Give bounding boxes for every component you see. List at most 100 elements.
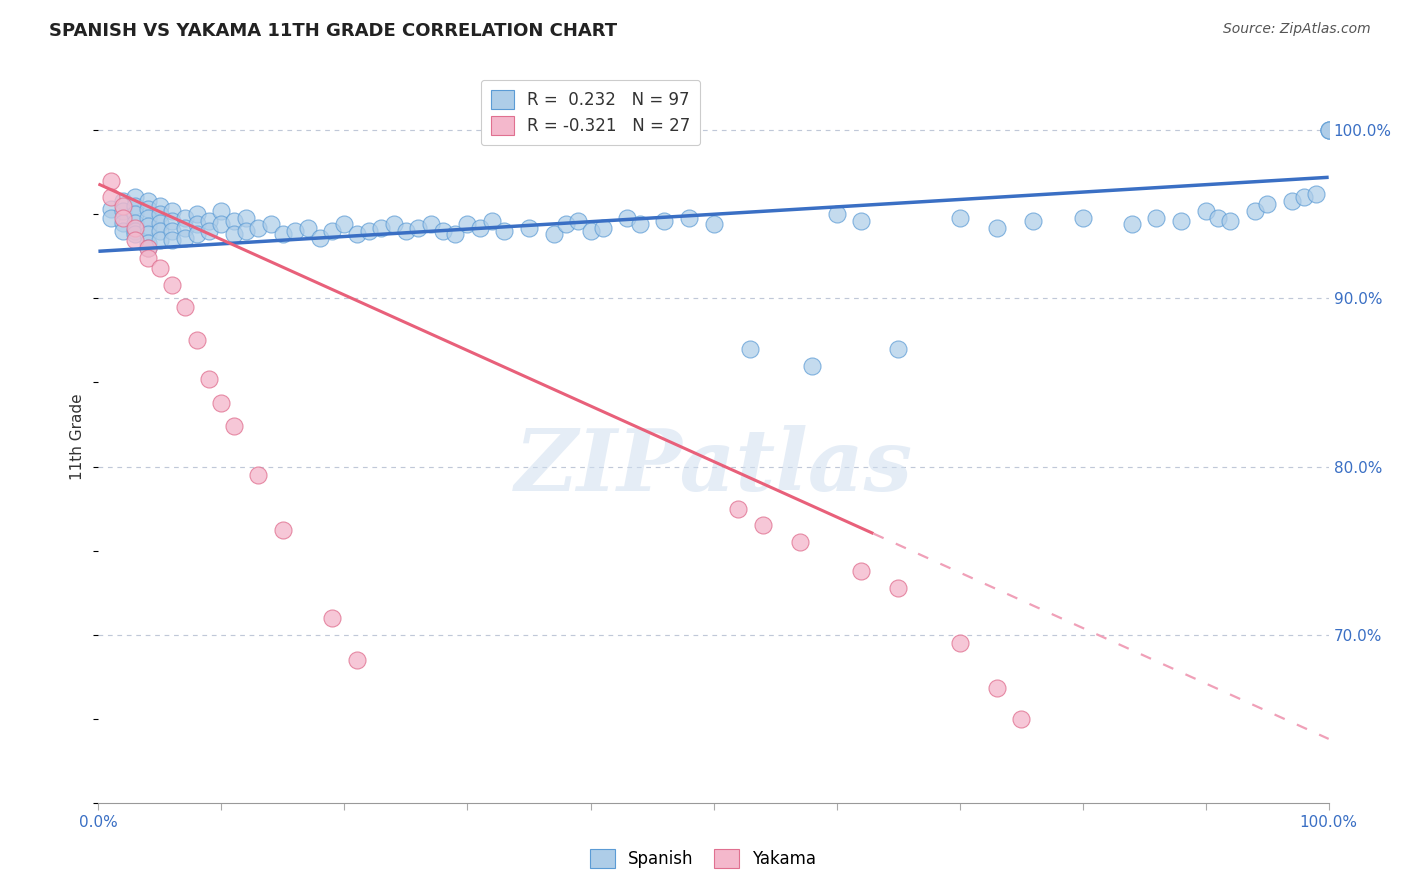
Legend: Spanish, Yakama: Spanish, Yakama xyxy=(583,842,823,875)
Point xyxy=(173,231,195,245)
Point xyxy=(382,218,405,232)
Point xyxy=(124,233,146,247)
Point xyxy=(100,211,122,225)
Point xyxy=(124,227,146,242)
Point xyxy=(408,220,430,235)
Point xyxy=(949,211,972,225)
Point xyxy=(1121,218,1143,232)
Point xyxy=(543,227,565,242)
Point xyxy=(1256,197,1278,211)
Point xyxy=(247,220,270,235)
Point xyxy=(162,203,183,218)
Point xyxy=(579,224,602,238)
Point xyxy=(136,202,159,217)
Point xyxy=(136,251,159,265)
Point xyxy=(235,211,257,225)
Point xyxy=(346,653,368,667)
Point xyxy=(592,220,614,235)
Point xyxy=(211,395,233,409)
Point xyxy=(271,227,294,242)
Point xyxy=(124,190,146,204)
Point xyxy=(752,518,775,533)
Point xyxy=(628,218,651,232)
Point xyxy=(849,564,872,578)
Text: Source: ZipAtlas.com: Source: ZipAtlas.com xyxy=(1223,22,1371,37)
Point xyxy=(616,211,638,225)
Point xyxy=(149,216,172,230)
Point xyxy=(260,218,283,232)
Point xyxy=(112,199,135,213)
Point xyxy=(198,224,221,238)
Point xyxy=(1022,214,1045,228)
Point xyxy=(678,211,700,225)
Point xyxy=(186,218,208,232)
Point xyxy=(986,681,1008,696)
Point xyxy=(186,227,208,242)
Point xyxy=(211,218,233,232)
Point xyxy=(986,220,1008,235)
Point xyxy=(1305,187,1327,202)
Point xyxy=(222,227,245,242)
Point xyxy=(136,227,159,242)
Point xyxy=(321,224,343,238)
Point xyxy=(247,467,270,482)
Text: ZIPatlas: ZIPatlas xyxy=(515,425,912,508)
Point xyxy=(222,419,245,434)
Point xyxy=(112,203,135,218)
Point xyxy=(162,214,183,228)
Point xyxy=(1317,123,1340,137)
Point xyxy=(432,224,454,238)
Point xyxy=(309,231,332,245)
Point xyxy=(136,194,159,208)
Point xyxy=(186,334,208,348)
Point xyxy=(887,581,910,595)
Point xyxy=(198,214,221,228)
Point xyxy=(419,218,441,232)
Point xyxy=(100,190,122,204)
Point xyxy=(555,218,578,232)
Point xyxy=(100,174,122,188)
Point xyxy=(173,220,195,235)
Point xyxy=(456,218,478,232)
Point xyxy=(517,220,540,235)
Point xyxy=(297,220,319,235)
Point xyxy=(1206,211,1229,225)
Point xyxy=(162,224,183,238)
Point xyxy=(321,611,343,625)
Point xyxy=(100,202,122,217)
Point xyxy=(124,220,146,235)
Point xyxy=(112,216,135,230)
Point xyxy=(198,372,221,386)
Point xyxy=(173,300,195,314)
Point xyxy=(124,207,146,221)
Point xyxy=(1170,214,1192,228)
Point xyxy=(222,214,245,228)
Point xyxy=(789,535,811,549)
Point xyxy=(173,211,195,225)
Point xyxy=(186,207,208,221)
Point xyxy=(494,224,516,238)
Point xyxy=(1219,214,1241,228)
Point xyxy=(124,216,146,230)
Point xyxy=(1195,203,1218,218)
Point xyxy=(112,224,135,238)
Point xyxy=(567,214,589,228)
Point xyxy=(333,218,356,232)
Point xyxy=(149,233,172,247)
Point xyxy=(271,524,294,538)
Point xyxy=(1244,203,1267,218)
Point xyxy=(1144,211,1167,225)
Point xyxy=(124,199,146,213)
Point xyxy=(727,501,749,516)
Point xyxy=(112,194,135,208)
Y-axis label: 11th Grade: 11th Grade xyxy=(70,393,86,481)
Point xyxy=(654,214,676,228)
Point xyxy=(112,211,135,225)
Point xyxy=(395,224,418,238)
Point xyxy=(801,359,824,373)
Point xyxy=(136,241,159,255)
Point xyxy=(887,342,910,356)
Point xyxy=(1317,123,1340,137)
Point xyxy=(481,214,503,228)
Point xyxy=(124,224,146,238)
